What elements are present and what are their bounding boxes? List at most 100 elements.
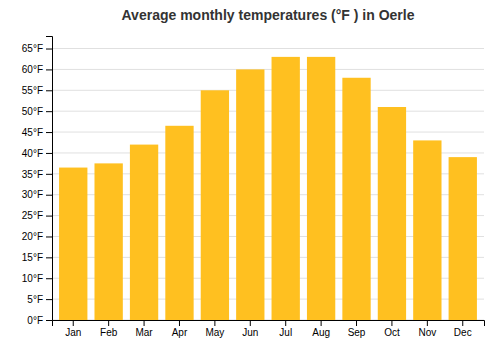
y-tick-mark — [46, 278, 52, 279]
x-tick-label: Jun — [242, 327, 258, 338]
y-tick-mark — [46, 111, 52, 112]
grid-line — [52, 69, 484, 70]
x-tick-label: Sep — [348, 327, 366, 338]
x-tick-mark — [462, 320, 463, 326]
x-tick: Jun — [242, 320, 258, 338]
y-tick: 10°F — [22, 273, 52, 284]
y-tick: 35°F — [22, 169, 52, 180]
y-tick: 60°F — [22, 64, 52, 75]
y-tick-label: 35°F — [22, 169, 43, 180]
y-tick-label: 50°F — [22, 106, 43, 117]
x-tick: Oct — [384, 320, 400, 338]
x-tick-mark — [73, 320, 74, 326]
title: Average monthly temperatures (°F ) in Oe… — [122, 7, 415, 23]
x-tick-label: May — [205, 327, 224, 338]
bar — [342, 78, 370, 320]
x-tick: Mar — [135, 320, 153, 338]
x-tick-label: Mar — [135, 327, 153, 338]
x-tick-mark — [250, 320, 251, 326]
y-tick-mark — [46, 195, 52, 196]
x-tick: Sep — [348, 320, 366, 338]
chart-svg: 0°F 5°F 10°F 15°F 20°F 25°F 30°F 35°F 40°F 45°F 50… — [0, 0, 500, 350]
x-tick-label: Dec — [454, 327, 472, 338]
y-tick-label: 60°F — [22, 64, 43, 75]
y-tick-label: 30°F — [22, 189, 43, 200]
y-tick: 15°F — [22, 252, 52, 263]
y-tick-mark — [46, 236, 52, 237]
y-tick-label: 5°F — [27, 294, 43, 305]
x-tick-mark — [108, 320, 109, 326]
x-tick-label: Apr — [172, 327, 188, 338]
y-tick-label: 10°F — [22, 273, 43, 284]
y-tick: 20°F — [22, 231, 52, 242]
x-tick: Aug — [312, 320, 330, 338]
bar — [59, 168, 87, 320]
grid-line — [52, 90, 484, 91]
y-tick: 45°F — [22, 127, 52, 138]
x-tick-mark — [285, 320, 286, 326]
x-tick-label: Jul — [279, 327, 292, 338]
y-tick-mark — [46, 257, 52, 258]
grid-line — [52, 132, 484, 133]
bar — [130, 145, 158, 320]
x-tick-mark — [144, 320, 145, 326]
x-tick: Nov — [418, 320, 436, 338]
x-tick-label: Oct — [384, 327, 400, 338]
x-tick-label: Jan — [65, 327, 81, 338]
y-tick-mark — [46, 49, 52, 50]
x-tick-label: Feb — [100, 327, 118, 338]
x-tick-mark — [321, 320, 322, 326]
y-tick-mark — [46, 132, 52, 133]
x-tick: Dec — [454, 320, 472, 338]
y-tick-label: 15°F — [22, 252, 43, 263]
x-tick-mark — [356, 320, 357, 326]
y-tick-label: 20°F — [22, 231, 43, 242]
y-tick-label: 55°F — [22, 85, 43, 96]
y-axis: 0°F 5°F 10°F 15°F 20°F 25°F 30°F 35°F 40°F 45°F 50… — [22, 37, 53, 326]
y-axis-line — [46, 37, 53, 321]
bar — [449, 157, 477, 320]
grid-line — [52, 111, 484, 112]
bar — [201, 90, 229, 320]
y-tick-mark — [46, 320, 52, 321]
y-tick: 25°F — [22, 210, 52, 221]
bar — [413, 140, 441, 320]
y-tick: 0°F — [27, 315, 52, 326]
x-tick-mark — [214, 320, 215, 326]
y-tick-label: 40°F — [22, 148, 43, 159]
y-tick: 30°F — [22, 189, 52, 200]
y-tick-label: 45°F — [22, 127, 43, 138]
x-tick-mark — [179, 320, 180, 326]
y-tick: 5°F — [27, 294, 52, 305]
bar — [378, 107, 406, 320]
x-tick: Apr — [172, 320, 188, 338]
y-tick-mark — [46, 299, 52, 300]
bar — [307, 57, 335, 320]
grid-line — [52, 48, 484, 49]
y-tick-label: 25°F — [22, 210, 43, 221]
x-tick: May — [205, 320, 224, 338]
y-tick-mark — [46, 174, 52, 175]
x-tick-mark — [427, 320, 428, 326]
y-tick: 65°F — [22, 43, 52, 54]
y-tick-label: 0°F — [27, 315, 43, 326]
bar — [94, 163, 122, 320]
x-tick-label: Nov — [418, 327, 436, 338]
bar — [272, 57, 300, 320]
y-tick-label: 65°F — [22, 43, 43, 54]
y-tick-mark — [46, 153, 52, 154]
y-tick-mark — [46, 90, 52, 91]
y-tick: 55°F — [22, 85, 52, 96]
x-tick-label: Aug — [312, 327, 330, 338]
chart-container: 0°F 5°F 10°F 15°F 20°F 25°F 30°F 35°F 40°F 45°F 50… — [0, 0, 500, 350]
x-tick: Jan — [65, 320, 81, 338]
y-tick: 40°F — [22, 148, 52, 159]
x-axis: Jan Feb Mar Apr May Jun Jul Aug Sep Oct Nov Dec — [53, 320, 485, 338]
plot-area — [59, 57, 477, 320]
grid — [52, 49, 484, 320]
x-tick: Jul — [279, 320, 292, 338]
bar — [236, 69, 264, 320]
y-tick-mark — [46, 69, 52, 70]
x-axis-line — [53, 321, 485, 327]
y-tick: 50°F — [22, 106, 52, 117]
